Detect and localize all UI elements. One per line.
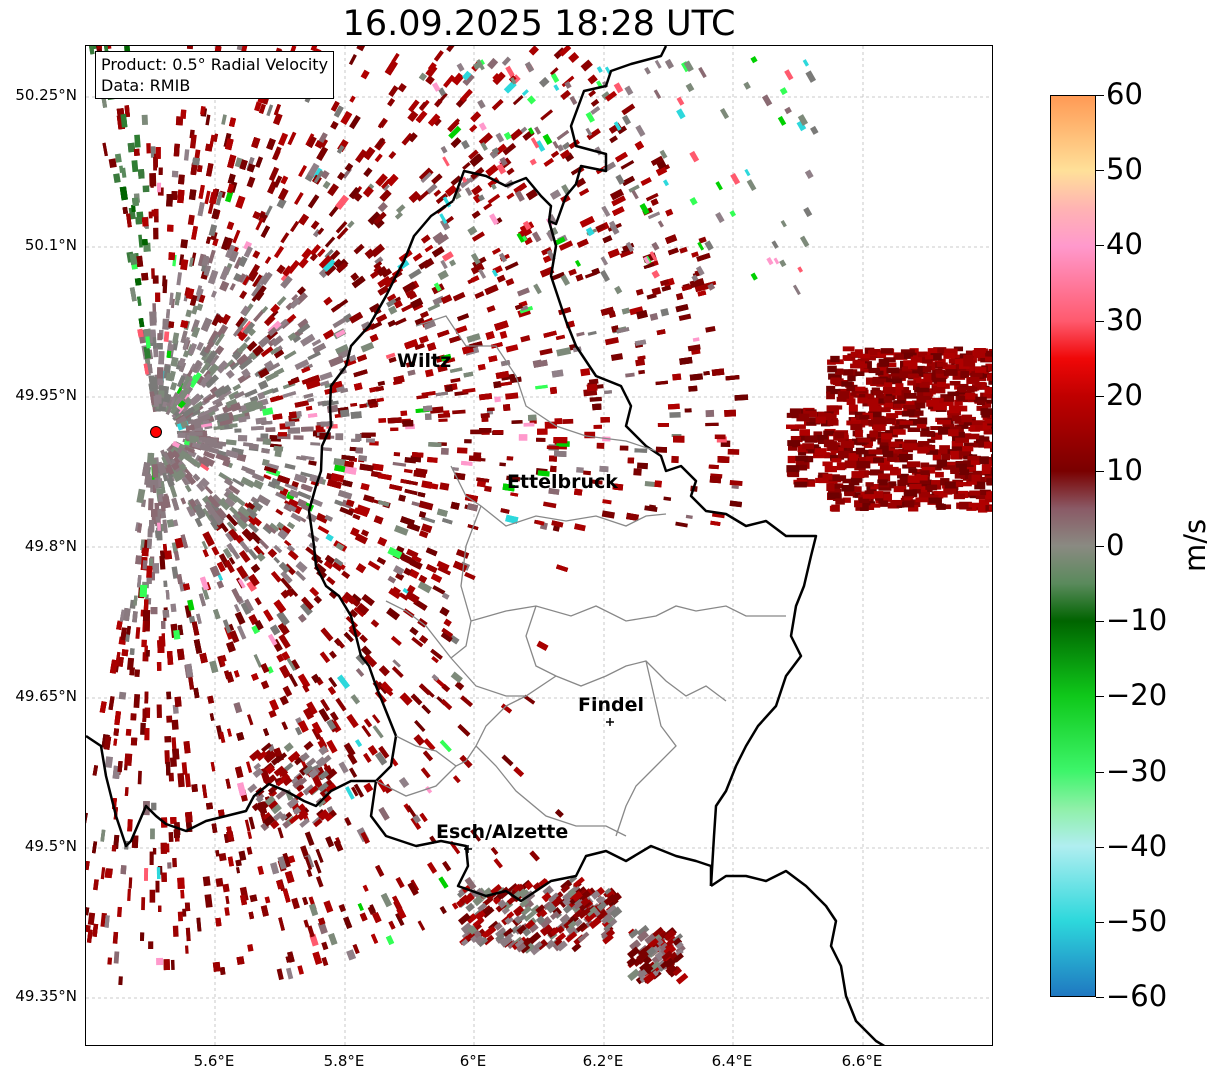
colorbar-tick-label: −30 [1106, 753, 1168, 788]
colorbar-tick [1096, 320, 1104, 322]
lon-label: 5.6°E [193, 1052, 235, 1070]
lat-label: 50.1°N [24, 236, 77, 254]
city-label-ettelbruck: Ettelbruck [507, 471, 618, 493]
lon-label: 5.8°E [323, 1052, 365, 1070]
colorbar-unit-label: m/s [1178, 518, 1207, 572]
product-label: Product: 0.5° Radial Velocity [101, 55, 329, 74]
colorbar-tick-label: 60 [1106, 77, 1143, 111]
lat-label: 49.95°N [15, 386, 77, 404]
country-borders [86, 46, 886, 1045]
lat-label: 49.5°N [24, 837, 77, 855]
data-source-label: Data: RMIB [101, 76, 191, 95]
lat-label: 49.8°N [24, 537, 77, 555]
info-box: Product: 0.5° Radial Velocity Data: RMIB [95, 51, 335, 99]
district-boundaries [375, 315, 786, 837]
colorbar-tick-label: 0 [1106, 528, 1125, 562]
radar-echo-layer [86, 46, 992, 986]
colorbar-tick [1096, 95, 1104, 96]
colorbar-tick [1096, 921, 1104, 923]
lat-label: 49.35°N [15, 987, 77, 1005]
colorbar-tick [1096, 696, 1104, 698]
colorbar-tick [1096, 470, 1104, 472]
colorbar-tick-label: 40 [1106, 227, 1143, 262]
colorbar-tick [1096, 846, 1104, 848]
colorbar-tick-label: 20 [1106, 377, 1143, 412]
colorbar-tick-label: −40 [1106, 828, 1168, 863]
colorbar-tick [1096, 997, 1104, 998]
colorbar-tick-label: −60 [1106, 979, 1168, 1013]
city-label-wiltz: Wiltz [397, 350, 452, 372]
colorbar-tick-label: −20 [1106, 678, 1168, 713]
lat-label: 49.65°N [15, 687, 77, 705]
city-markers [464, 718, 614, 853]
velocity-colorbar [1050, 95, 1096, 997]
radar-site-marker [146, 422, 166, 442]
colorbar-tick-label: 30 [1106, 302, 1143, 337]
lon-label: 6.4°E [711, 1052, 753, 1070]
map-canvas [86, 46, 992, 1045]
colorbar-tick [1096, 621, 1104, 623]
lon-label: 6.6°E [841, 1052, 883, 1070]
city-label-findel: Findel [578, 694, 645, 716]
colorbar-tick-label: −50 [1106, 903, 1168, 938]
colorbar-tick [1096, 771, 1104, 773]
colorbar-tick-label: 10 [1106, 452, 1143, 487]
colorbar-tick [1096, 245, 1104, 247]
colorbar-tick [1096, 546, 1104, 547]
lon-label: 6.2°E [582, 1052, 624, 1070]
lat-label: 50.25°N [15, 86, 77, 104]
radar-map[interactable] [85, 45, 993, 1046]
colorbar-tick-label: 50 [1106, 152, 1143, 187]
colorbar-tick [1096, 395, 1104, 397]
city-label-esch-alzette: Esch/Alzette [436, 821, 569, 843]
page-title: 16.09.2025 18:28 UTC [342, 4, 736, 44]
colorbar-tick [1096, 170, 1104, 172]
colorbar-tick-label: −10 [1106, 603, 1168, 638]
lon-label: 6°E [459, 1052, 487, 1070]
